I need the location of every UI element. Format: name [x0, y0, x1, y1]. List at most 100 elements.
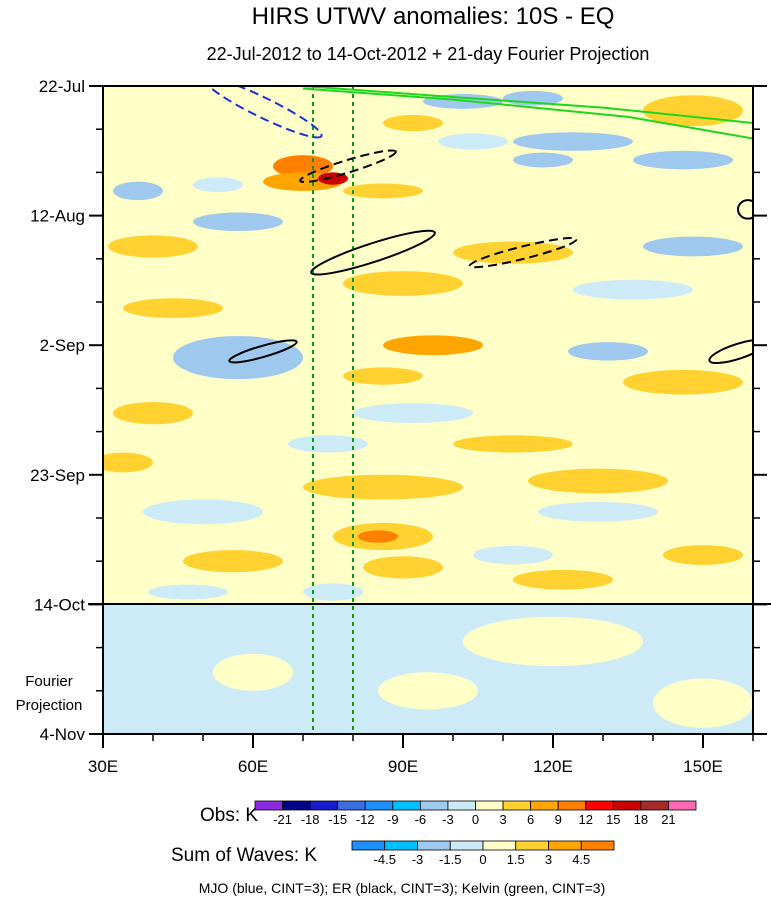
obs-colorbar-level-label: -6: [415, 812, 427, 827]
waves-colorbar-swatch: [482, 840, 517, 851]
anomaly-patch: [113, 401, 193, 425]
anomaly-patch: [663, 545, 743, 565]
anomaly-patch: [303, 474, 463, 500]
projection-background: [103, 604, 753, 734]
waves-colorbar-swatch: [515, 840, 549, 851]
projection-patch: [213, 653, 293, 691]
obs-colorbar-level-label: -18: [301, 812, 320, 827]
obs-colorbar-swatch: [309, 800, 339, 811]
er-contour: [310, 229, 436, 276]
obs-colorbar-swatch: [337, 800, 366, 811]
anomaly-patch: [143, 499, 263, 525]
anomaly-patch: [183, 550, 283, 573]
er-contour: [708, 338, 753, 365]
obs-colorbar-level-label: 0: [472, 812, 479, 827]
plot-frame: [102, 85, 754, 735]
y-tick-label: 4-Nov: [40, 725, 86, 744]
anomaly-patch: [513, 132, 633, 151]
y-tick-label: 12-Aug: [30, 207, 85, 226]
er-contour: [468, 237, 578, 269]
waves-colorbar-swatch: [384, 840, 418, 851]
anomaly-patch: [473, 545, 553, 565]
chart-title: HIRS UTWV anomalies: 10S - EQ: [252, 3, 615, 30]
waves-colorbar-level-label: 0: [479, 852, 486, 867]
x-tick-label: 90E: [388, 757, 418, 776]
anomaly-patch: [513, 152, 573, 168]
anomaly-patch: [353, 403, 473, 423]
obs-colorbar: Obs: K -21 -18 -15 -12 -9 -6 -3 0 3 6 9 12 15 18 21: [200, 800, 697, 827]
obs-colorbar-level-label: -9: [387, 812, 399, 827]
waves-colorbar-swatch: [417, 840, 451, 851]
anomaly-patch: [623, 369, 743, 395]
anomaly-patch: [358, 530, 398, 543]
anomaly-patch: [148, 584, 228, 600]
obs-colorbar-level-label: -12: [356, 812, 375, 827]
obs-colorbar-swatch: [447, 800, 476, 811]
y-tick-label: 2-Sep: [40, 336, 85, 355]
kelvin-contour: [302, 86, 753, 125]
waves-colorbar: Sum of Waves: K -4.5 -3 -1.5 0 1.5 3 4.5: [171, 840, 615, 867]
anomaly-patch: [643, 236, 743, 257]
anomaly-patch: [343, 183, 423, 199]
obs-colorbar-level-label: -3: [442, 812, 454, 827]
obs-colorbar-level-label: 15: [606, 812, 620, 827]
projection-label-line2: Projection: [16, 697, 83, 714]
x-tick-label: 120E: [533, 757, 573, 776]
plot-area: [88, 85, 771, 735]
anomaly-patch: [453, 435, 573, 453]
waves-legend-label: Sum of Waves: K: [171, 845, 317, 866]
obs-legend-label: Obs: K: [200, 805, 258, 826]
footnote: MJO (blue, CINT=3); ER (black, CINT=3); …: [199, 880, 606, 896]
anomaly-patch: [438, 133, 508, 150]
anomaly-patch: [288, 435, 368, 453]
anomaly-patch: [113, 181, 163, 201]
obs-colorbar-swatch: [585, 800, 614, 811]
obs-colorbar-swatch: [419, 800, 449, 811]
projection-label-line1: Fourier: [25, 673, 73, 690]
mjo-contour: [203, 86, 323, 139]
anomaly-patch: [303, 583, 363, 601]
anomaly-patch: [528, 468, 668, 494]
x-tick-label: 150E: [683, 757, 723, 776]
projection-patch: [653, 678, 753, 728]
obs-colorbar-level-label: 6: [527, 812, 534, 827]
observation-field: [103, 90, 743, 601]
obs-colorbar-swatch: [364, 800, 394, 811]
obs-colorbar-level-label: 21: [661, 812, 675, 827]
projection-field: [103, 604, 753, 734]
waves-colorbar-level-label: 1.5: [507, 852, 525, 867]
wave-contours: [203, 86, 753, 365]
waves-colorbar-level-label: 4.5: [572, 852, 590, 867]
anomaly-patch: [123, 298, 223, 319]
obs-colorbar-swatch: [530, 800, 559, 811]
obs-colorbar-level-label: 9: [555, 812, 562, 827]
obs-colorbar-swatch: [475, 800, 504, 811]
obs-colorbar-level-label: -15: [328, 812, 347, 827]
y-tick-label: 22-Jul: [39, 77, 85, 96]
waves-colorbar-swatch: [351, 840, 386, 851]
reference-longitude-lines: [312, 86, 354, 734]
anomaly-patch: [573, 279, 693, 300]
anomaly-patch: [453, 241, 573, 264]
chart-subtitle: 22-Jul-2012 to 14-Oct-2012 + 21-day Four…: [207, 44, 650, 64]
er-contour: [737, 199, 753, 220]
obs-colorbar-level-label: -21: [273, 812, 292, 827]
obs-colorbar-level-label: 3: [499, 812, 506, 827]
er-contour: [228, 339, 298, 364]
obs-colorbar-swatch: [392, 800, 421, 811]
anomaly-patch: [273, 155, 333, 178]
obs-colorbar-swatch: [502, 800, 532, 811]
anomaly-patch: [383, 115, 443, 132]
x-tick-label: 30E: [88, 757, 118, 776]
anomaly-patch: [643, 95, 743, 127]
anomaly-patch: [568, 342, 648, 361]
projection-patch: [463, 616, 643, 667]
anomaly-patch: [343, 271, 463, 296]
obs-colorbar-swatch: [254, 800, 283, 811]
anomaly-patch: [383, 335, 483, 356]
obs-colorbar-level-label: 12: [579, 812, 593, 827]
obs-colorbar-swatch: [282, 800, 311, 811]
waves-colorbar-level-label: -3: [412, 852, 424, 867]
